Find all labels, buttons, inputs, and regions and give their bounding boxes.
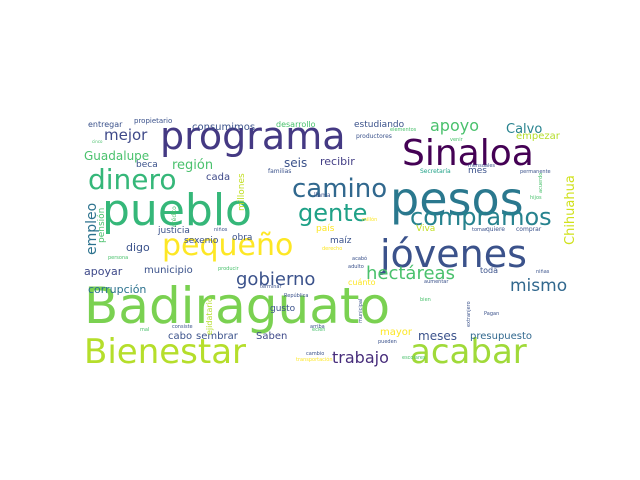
word-estudiando: estudiando bbox=[354, 120, 405, 130]
word-apoyo: apoyo bbox=[430, 116, 479, 135]
word-ninas: niñas bbox=[536, 269, 550, 275]
word-pesos: pesos bbox=[390, 172, 524, 226]
word-familias: familias bbox=[268, 168, 291, 175]
word-aumentar: aumentar bbox=[424, 279, 449, 285]
word-bienestar: Bienestar bbox=[84, 332, 246, 369]
word-seis: seis bbox=[284, 156, 307, 170]
word-cada: cada bbox=[206, 172, 230, 183]
word-republica: República bbox=[284, 292, 308, 299]
word-millones: millones bbox=[237, 173, 247, 211]
word-quiere: quiere bbox=[486, 226, 505, 233]
word-sinaloa: Sinaloa bbox=[402, 133, 534, 174]
word-cambio: cambio bbox=[306, 351, 324, 357]
word-adulto: adulto bbox=[348, 264, 364, 270]
word-tomar: tomar bbox=[472, 227, 488, 233]
word-secretaria: Secretaría bbox=[420, 168, 451, 175]
word-elementos: elementos bbox=[390, 127, 417, 133]
word-credito: crédito bbox=[171, 206, 178, 227]
word-extranjero: extranjero bbox=[466, 301, 472, 327]
word-escolares: escolares bbox=[402, 355, 426, 361]
word-chihuahua: Chihuahua bbox=[563, 175, 578, 245]
word-sembrar: sembrar bbox=[196, 331, 239, 342]
word-jovenes: jóvenes bbox=[379, 232, 527, 276]
word-pension: pensión bbox=[96, 208, 107, 243]
word-sexenio: sexenio bbox=[184, 236, 219, 246]
word-toda: toda bbox=[480, 266, 498, 275]
word-viva: Viva bbox=[416, 224, 435, 234]
word-venir: venir bbox=[450, 137, 464, 143]
word-terminar: terminar bbox=[260, 284, 282, 290]
word-empleo: empleo bbox=[84, 203, 100, 255]
word-transportacion: transportación bbox=[296, 356, 333, 363]
word-consumimos: consumimos bbox=[192, 122, 255, 133]
word-entregar: entregar bbox=[88, 120, 123, 129]
word-pagan: Pagan bbox=[484, 311, 499, 317]
word-mal: mal bbox=[140, 327, 149, 333]
word-badiraguato: Badiraguato bbox=[84, 277, 390, 335]
word-mensuales: mensuales bbox=[468, 163, 495, 169]
word-consiste: consiste bbox=[172, 324, 193, 330]
word-cabo: cabo bbox=[168, 331, 192, 342]
word-propietario: propietario bbox=[134, 117, 172, 125]
word-region: región bbox=[172, 158, 213, 173]
word-comprar: comprar bbox=[516, 226, 542, 233]
word-acabo: acabó bbox=[352, 255, 367, 262]
word-productores: productores bbox=[356, 133, 392, 140]
word-municipio: municipio bbox=[144, 265, 193, 276]
word-camino: camino bbox=[292, 174, 387, 204]
word-obra: obra bbox=[232, 233, 252, 243]
word-bien: bien bbox=[420, 297, 431, 303]
word-corrupcion: corrupción bbox=[88, 283, 146, 296]
word-gobierno: gobierno bbox=[236, 269, 315, 290]
word-beca: beca bbox=[136, 160, 158, 170]
word-gente: gente bbox=[298, 199, 367, 227]
word-trabajo: trabajo bbox=[332, 348, 389, 367]
word-pueblo: pueblo bbox=[102, 185, 252, 236]
word-compramos: compramos bbox=[410, 203, 552, 231]
word-pequeno: pequeño bbox=[162, 228, 293, 263]
word-ejidatario: ejidatario bbox=[205, 297, 214, 335]
word-desarrollo: desarrollo bbox=[276, 120, 316, 129]
word-municipal: municipal bbox=[358, 299, 364, 323]
word-mes: mes bbox=[468, 166, 487, 176]
word-ecien: ecién bbox=[312, 326, 325, 333]
word-ninos: niños bbox=[214, 227, 228, 233]
word-guadalupe: Guadalupe bbox=[84, 149, 149, 163]
word-cinco: cinco bbox=[92, 139, 103, 144]
word-justicia: justicia bbox=[157, 226, 190, 236]
word-acabar: acabar bbox=[410, 332, 527, 369]
word-llama: llama bbox=[314, 192, 331, 199]
word-hijos: hijos bbox=[530, 195, 542, 201]
word-apoyar: apoyar bbox=[84, 265, 123, 278]
word-calvo: Calvo bbox=[506, 122, 542, 137]
word-digo: digo bbox=[126, 241, 150, 254]
word-persona: persona bbox=[108, 255, 128, 261]
word-gusto: gusto bbox=[270, 304, 296, 314]
word-meses: meses bbox=[418, 329, 457, 343]
word-arriba: arriba bbox=[310, 324, 325, 330]
word-presupuesto: presupuesto bbox=[470, 331, 532, 342]
word-dinero: dinero bbox=[88, 163, 177, 196]
word-cloud: Badiraguato pesos pueblo jóvenes programa Sin… bbox=[80, 115, 580, 369]
word-pueden: pueden bbox=[378, 339, 397, 345]
word-recibir: recibir bbox=[320, 155, 355, 168]
word-millon: millón bbox=[362, 216, 377, 223]
word-mayor: mayor bbox=[380, 327, 413, 338]
word-permanente: permanente bbox=[520, 169, 551, 175]
word-empezar: empezar bbox=[516, 131, 561, 142]
word-hectareas: hectáreas bbox=[366, 263, 455, 284]
word-saben: Saben bbox=[256, 331, 287, 342]
word-acuerdo: acuerdo bbox=[538, 173, 544, 193]
word-mejor: mejor bbox=[104, 126, 148, 144]
word-cuanto: cuánto bbox=[348, 278, 376, 287]
word-producir: producir bbox=[218, 266, 240, 272]
word-mismo: mismo bbox=[510, 276, 567, 296]
word-maiz: maíz bbox=[330, 236, 352, 246]
word-programa: programa bbox=[160, 115, 346, 158]
word-derecho: derecho bbox=[322, 246, 342, 252]
word-pais: país bbox=[316, 224, 335, 234]
